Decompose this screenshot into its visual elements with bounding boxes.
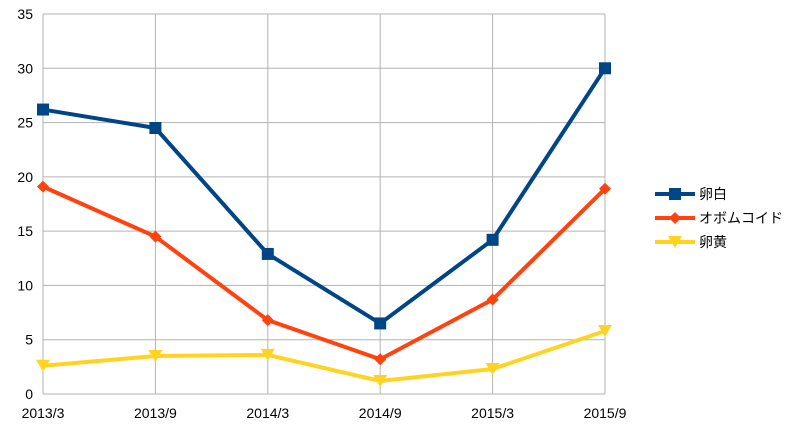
x-tick-label: 2014/9 xyxy=(359,405,402,421)
data-point xyxy=(149,230,162,243)
data-point xyxy=(373,374,388,387)
y-tick-label: 30 xyxy=(17,60,33,76)
data-point xyxy=(486,293,499,306)
x-tick-label: 2014/3 xyxy=(246,405,289,421)
data-point xyxy=(36,359,50,372)
x-tick-label: 2015/3 xyxy=(471,405,514,421)
grid xyxy=(42,13,606,395)
data-point xyxy=(598,325,612,338)
y-tick-label: 0 xyxy=(25,386,33,402)
legend-marker xyxy=(669,212,681,224)
x-tick-label: 2013/3 xyxy=(22,405,65,421)
legend-item: オボムコイド xyxy=(655,211,783,227)
legend-label: オボムコイド xyxy=(699,211,783,227)
x-axis-ticks: 2013/3 2013/9 2014/3 2014/9 2015/3 2015/9 xyxy=(22,405,627,421)
series-group xyxy=(36,62,612,387)
legend-item: 卵黄 xyxy=(655,234,727,251)
data-point xyxy=(148,350,163,362)
data-point xyxy=(37,103,49,116)
y-tick-label: 25 xyxy=(17,115,33,131)
data-point xyxy=(149,122,162,134)
y-tick-label: 5 xyxy=(25,332,33,348)
data-point xyxy=(599,182,611,195)
series-2 xyxy=(36,325,612,387)
legend-marker xyxy=(668,236,682,248)
y-tick-label: 15 xyxy=(17,223,33,239)
y-tick-label: 20 xyxy=(17,169,33,185)
data-point xyxy=(261,314,274,327)
y-axis-ticks: 0 5 10 15 20 25 30 35 xyxy=(17,6,33,402)
legend-marker xyxy=(669,188,681,200)
series-0 xyxy=(37,62,611,330)
data-point xyxy=(485,363,500,376)
series-line xyxy=(41,329,607,383)
series-line xyxy=(41,66,607,326)
legend-label: 卵白 xyxy=(699,187,727,203)
data-point xyxy=(261,247,274,260)
data-point xyxy=(37,180,49,193)
data-point xyxy=(374,317,387,330)
data-point xyxy=(374,353,387,366)
series-1 xyxy=(37,180,611,366)
data-point xyxy=(260,348,275,361)
y-tick-label: 35 xyxy=(17,6,33,22)
x-tick-label: 2015/9 xyxy=(584,405,627,421)
series-line xyxy=(41,184,607,362)
legend-label: 卵黄 xyxy=(699,234,727,251)
y-tick-label: 10 xyxy=(17,277,33,293)
data-point xyxy=(486,233,499,246)
data-point xyxy=(599,62,611,75)
x-tick-label: 2013/9 xyxy=(134,405,177,421)
legend-item: 卵白 xyxy=(655,187,727,203)
